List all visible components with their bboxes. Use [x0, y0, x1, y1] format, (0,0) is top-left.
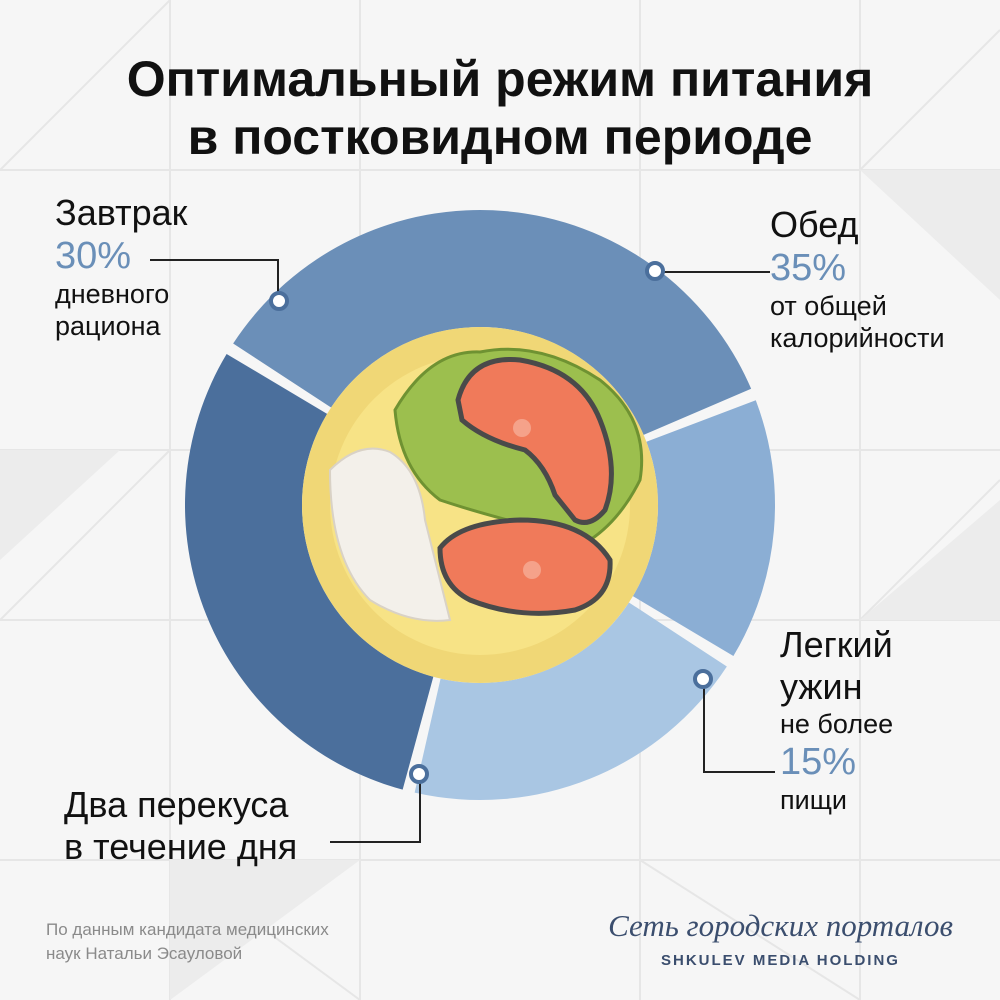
snacks-line-1: Два перекуса	[64, 784, 289, 825]
label-breakfast: Завтрак 30% дневного рациона	[55, 192, 187, 342]
marker-dots	[269, 261, 713, 784]
breakfast-desc-1: дневного	[55, 279, 170, 309]
lunch-percent: 35%	[770, 247, 847, 289]
dinner-desc-0: не более	[780, 709, 894, 739]
snacks-line-2: в течение дня	[64, 826, 298, 867]
marker-dot-snacks	[409, 764, 429, 784]
donut-segment-snacks	[414, 602, 727, 800]
source-line-2: наук Натальи Эсауловой	[46, 944, 243, 963]
label-lunch: Обед 35% от общей калорийности	[770, 204, 945, 354]
plate-illustration	[302, 327, 658, 683]
marker-dot-breakfast	[269, 291, 289, 311]
breakfast-desc-2: рациона	[55, 311, 161, 341]
source-line-1: По данным кандидата медицинских	[46, 920, 329, 939]
brand-logo-script: Сеть городских порталов	[608, 908, 953, 943]
dinner-percent: 15%	[780, 741, 857, 783]
lunch-name: Обед	[770, 204, 859, 245]
dinner-name-2: ужин	[780, 666, 863, 707]
label-snacks: Два перекуса в течение дня	[64, 784, 297, 868]
source-note: По данным кандидата медицинских наук Нат…	[46, 918, 329, 966]
marker-dot-dinner	[693, 669, 713, 689]
title-line-1: Оптимальный режим питания	[126, 51, 874, 107]
salmon-bone-lower-icon	[523, 561, 541, 579]
leader-line-snacks	[330, 775, 421, 843]
title-line-2: в постковидном периоде	[187, 109, 813, 165]
dinner-desc-1: пищи	[780, 785, 847, 815]
breakfast-percent: 30%	[55, 235, 132, 277]
lunch-desc-1: от общей	[770, 291, 887, 321]
brand-logo-caps: SHKULEV MEDIA HOLDING	[661, 952, 900, 969]
label-dinner: Легкий ужин не более 15% пищи	[780, 624, 893, 816]
donut-segment-breakfast	[185, 353, 434, 790]
rice-icon	[328, 447, 452, 622]
breakfast-name: Завтрак	[55, 192, 188, 233]
leader-line-dinner	[703, 680, 775, 773]
leader-lines	[150, 259, 775, 843]
leader-line-breakfast	[150, 259, 279, 300]
page-title: Оптимальный режим питания в постковидном…	[0, 50, 1000, 166]
dinner-name-1: Легкий	[780, 624, 893, 665]
donut-segments	[185, 209, 775, 800]
salmon-bone-upper-icon	[513, 419, 531, 437]
lunch-desc-2: калорийности	[770, 323, 945, 353]
marker-dot-lunch	[645, 261, 665, 281]
donut-segment-dinner	[632, 400, 775, 657]
salmon-steak-upper-icon	[455, 357, 614, 525]
donut-segment-lunch	[233, 209, 752, 435]
